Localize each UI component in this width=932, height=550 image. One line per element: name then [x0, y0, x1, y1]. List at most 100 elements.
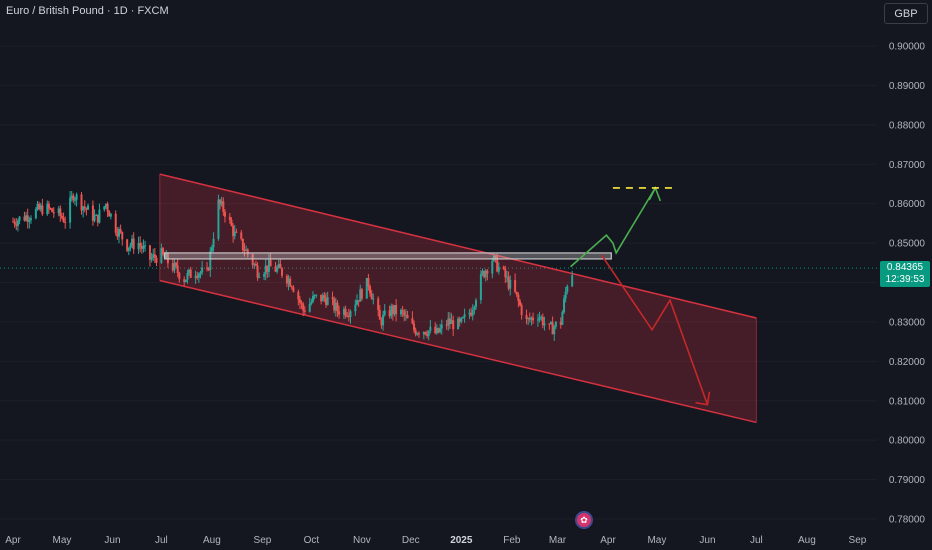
candle-body [413, 323, 416, 331]
candle-body [243, 249, 246, 251]
candle-body [382, 314, 385, 326]
x-tick-label: May [52, 535, 71, 546]
candle-body [479, 274, 482, 301]
candle-body [427, 330, 430, 336]
candle-body [457, 318, 460, 330]
y-tick-label: 0.79000 [889, 475, 926, 486]
candle-body [403, 311, 406, 316]
economic-event-icon[interactable]: ✿ [575, 511, 593, 529]
candle-body [528, 318, 531, 320]
candle-body [38, 204, 41, 210]
candle-body [13, 221, 16, 225]
candle-body [150, 257, 153, 260]
candle-body [367, 277, 370, 287]
y-tick-label: 0.86000 [889, 199, 926, 210]
candle-body [15, 224, 18, 226]
x-tick-label: Jul [750, 535, 763, 546]
candle-body [298, 299, 301, 303]
candle-body [287, 278, 290, 284]
countdown-timer: 12:39:53 [885, 274, 925, 285]
candle-body [25, 215, 28, 221]
candle-body [435, 328, 438, 334]
candle-body [217, 199, 220, 239]
candle-body [450, 320, 453, 324]
x-tick-label: Nov [353, 535, 371, 546]
candle-body [530, 317, 533, 320]
candle-body [561, 312, 564, 325]
y-tick-label: 0.89000 [889, 81, 926, 92]
candle-body [315, 294, 318, 296]
candle-body [279, 263, 282, 269]
candle-body [70, 195, 73, 198]
candle-body [460, 317, 463, 322]
candle-body [80, 194, 83, 211]
candle-body [109, 213, 112, 217]
candle-body [540, 316, 543, 318]
candle-body [96, 214, 99, 223]
candle-body [258, 276, 261, 278]
candle-body [471, 310, 474, 316]
candle-body [571, 275, 574, 287]
candle-body [246, 249, 249, 255]
candle-body [440, 324, 443, 329]
x-tick-label: 2025 [450, 535, 473, 546]
candle-body [346, 315, 349, 317]
candle-body [554, 321, 557, 327]
candle-body [72, 195, 75, 201]
candle-body [18, 216, 21, 221]
y-tick-label: 0.85000 [889, 239, 926, 250]
candle-body [494, 255, 497, 257]
candle-body [414, 330, 417, 335]
candle-body [183, 279, 186, 282]
y-tick-label: 0.81000 [889, 396, 926, 407]
candle-body [46, 203, 49, 215]
candle-body [502, 266, 505, 269]
candle-body [251, 254, 254, 265]
candle-body [171, 263, 174, 271]
candle-body [411, 318, 414, 324]
candle-body [175, 262, 178, 266]
symbol-title: Euro / British Pound · 1D · FXCM [6, 5, 169, 17]
candle-body [416, 333, 419, 335]
candle-body [155, 257, 158, 263]
currency-button[interactable]: GBP [884, 3, 928, 24]
candle-body [406, 315, 409, 319]
y-tick-label: 0.83000 [889, 317, 926, 328]
candle-body [377, 298, 380, 311]
candle-body [527, 318, 530, 320]
candle-body [173, 262, 176, 271]
descending-channel [159, 173, 757, 424]
candle-body [127, 247, 130, 251]
candle-body [321, 295, 324, 302]
candle-body [209, 251, 212, 271]
candle-body [82, 206, 85, 211]
candle-body [302, 303, 305, 311]
candle-body [49, 208, 52, 210]
candle-body [98, 209, 101, 223]
candle-body [144, 245, 147, 247]
candle-body [51, 208, 54, 212]
candle-body [196, 275, 199, 278]
candle-body [290, 286, 293, 288]
candle-body [117, 229, 120, 237]
candle-body [266, 265, 269, 272]
resistance-zone [164, 252, 612, 260]
candle-body [422, 332, 425, 335]
candle-body [235, 231, 238, 233]
candle-body [16, 220, 19, 226]
candle-body [463, 314, 466, 318]
candle-body [323, 295, 326, 299]
candle-body [233, 231, 236, 237]
candle-body [137, 243, 140, 250]
candle-body [206, 267, 209, 269]
candle-body [39, 205, 42, 210]
candle-body [142, 245, 145, 249]
x-tick-label: Apr [600, 535, 616, 546]
candle-body [519, 301, 522, 306]
candle-body [344, 308, 347, 316]
candle-body [563, 298, 566, 313]
candle-body [106, 203, 109, 212]
candle-body [232, 225, 235, 237]
candle-body [372, 298, 375, 300]
